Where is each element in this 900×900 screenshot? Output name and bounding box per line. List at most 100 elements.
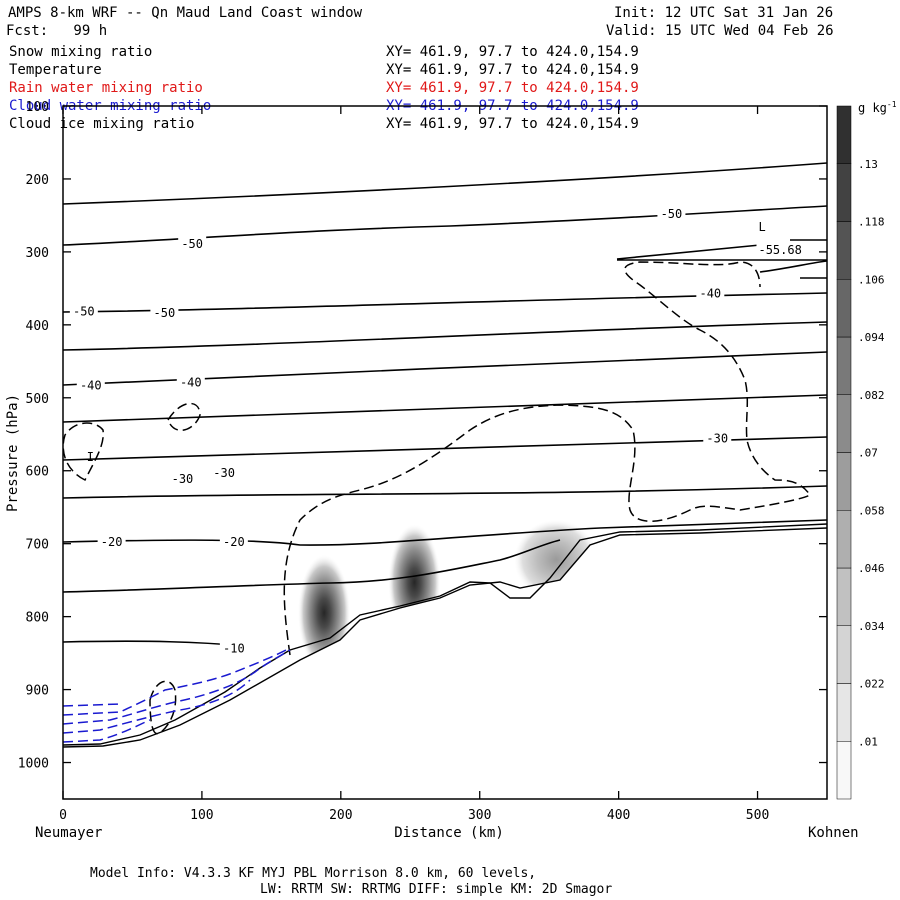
temperature-contour-label: -40 bbox=[80, 378, 102, 392]
contour-label-bg bbox=[219, 640, 248, 655]
contour-labels: -50 -50 -50 -50 -40 -40 -40 -30 -30 -30 -20 -20 -10 L… bbox=[69, 205, 805, 656]
x-start-label: Neumayer bbox=[35, 825, 102, 841]
colorbar-tick-label: .07 bbox=[858, 447, 878, 460]
model-info-line2: LW: RRTM SW: RRTMG DIFF: simple KM: 2D S… bbox=[260, 882, 612, 897]
x-tick-label: 100 bbox=[190, 808, 213, 823]
isotherm-line bbox=[63, 351, 827, 386]
y-tick-label: 100 bbox=[26, 100, 49, 115]
isotherm-line bbox=[63, 162, 827, 205]
temperature-contours bbox=[63, 162, 827, 647]
colorbar-swatch bbox=[836, 105, 852, 164]
forecast-hour: Fcst: 99 h bbox=[6, 23, 108, 39]
colorbar-unit: g kg-1 bbox=[858, 100, 897, 115]
model-info-line1: Model Info: V4.3.3 KF MYJ PBL Morrison 8… bbox=[90, 866, 536, 881]
cloud-water-contours bbox=[63, 647, 291, 743]
isotherm-line bbox=[63, 321, 827, 351]
colorbar: g kg-1 .01 .022 .034 .046 .058 .07 .082 .094 .10… bbox=[836, 100, 897, 800]
colorbar-tick-label: .118 bbox=[858, 216, 885, 229]
x-tick-label: 300 bbox=[468, 808, 491, 823]
contour-label-bg bbox=[210, 464, 239, 479]
low-marker: L bbox=[758, 220, 765, 234]
contour-label-bg bbox=[76, 377, 105, 392]
temperature-contour-label: -50 bbox=[73, 305, 95, 319]
y-tick-label: 1000 bbox=[18, 757, 49, 772]
contour-label-bg bbox=[657, 205, 686, 220]
field-name-cloud-ice: Cloud ice mixing ratio bbox=[9, 116, 195, 132]
temperature-contour-label: -50 bbox=[661, 207, 683, 221]
cloud-ice-contours bbox=[63, 261, 812, 735]
temperature-contour-label: -50 bbox=[181, 237, 203, 251]
x-end-label: Kohnen bbox=[808, 825, 859, 841]
y-tick-label: 700 bbox=[26, 538, 49, 553]
isotherm-line bbox=[63, 394, 827, 423]
colorbar-swatch bbox=[836, 510, 852, 569]
cloud-ice-marker: I bbox=[87, 450, 94, 464]
temperature-contour-label: -30 bbox=[213, 466, 235, 480]
colorbar-swatch bbox=[836, 394, 852, 453]
y-tick-label: 600 bbox=[26, 465, 49, 480]
colorbar-tick-label: .022 bbox=[858, 678, 885, 691]
field-xy-temperature: XY= 461.9, 97.7 to 424.0,154.9 bbox=[386, 62, 639, 78]
temperature-contour-label: -40 bbox=[180, 375, 202, 389]
y-tick-label: 800 bbox=[26, 611, 49, 626]
valid-time: Valid: 15 UTC Wed 04 Feb 26 bbox=[606, 23, 834, 39]
temperature-contour-label: -40 bbox=[699, 286, 721, 300]
temperature-contour-label: -30 bbox=[172, 472, 194, 486]
isotherm-line bbox=[63, 640, 246, 647]
low-value: -55.68 bbox=[758, 243, 801, 257]
y-tick-label: 200 bbox=[26, 173, 49, 188]
isotherm-line bbox=[63, 205, 827, 246]
contour-label-bg bbox=[150, 305, 179, 320]
y-tick-label: 900 bbox=[26, 684, 49, 699]
temperature-contour-label: -30 bbox=[706, 432, 728, 446]
colorbar-swatch bbox=[836, 741, 852, 800]
colorbar-swatch bbox=[836, 336, 852, 395]
colorbar-swatch bbox=[836, 567, 852, 626]
contour-label-bg bbox=[219, 534, 248, 549]
field-name-temperature: Temperature bbox=[9, 62, 102, 78]
colorbar-tick-label: .106 bbox=[858, 273, 885, 286]
y-tick-label: 400 bbox=[26, 319, 49, 334]
colorbar-tick-label: .01 bbox=[858, 735, 878, 748]
contour-label-bg bbox=[97, 534, 126, 549]
field-xy-snow: XY= 461.9, 97.7 to 424.0,154.9 bbox=[386, 44, 639, 60]
temperature-contour-label: -20 bbox=[101, 535, 123, 549]
x-axis-title: Distance (km) bbox=[394, 825, 504, 841]
isotherm-line bbox=[63, 485, 827, 499]
x-tick-label: 200 bbox=[329, 808, 352, 823]
colorbar-swatch bbox=[836, 163, 852, 222]
colorbar-tick-label: .034 bbox=[858, 620, 885, 633]
y-tick-label: 500 bbox=[26, 392, 49, 407]
isotherm-line bbox=[616, 244, 827, 273]
isotherm-line bbox=[63, 292, 827, 313]
x-tick-label: 0 bbox=[59, 808, 67, 823]
y-tick-label: 300 bbox=[26, 246, 49, 261]
field-name-snow: Snow mixing ratio bbox=[9, 44, 153, 60]
colorbar-swatch bbox=[836, 279, 852, 338]
colorbar-swatch bbox=[836, 221, 852, 280]
low-value-bg bbox=[756, 242, 805, 257]
field-name-rain: Rain water mixing ratio bbox=[9, 80, 203, 96]
temperature-contour-label: -20 bbox=[223, 535, 245, 549]
contour-label-bg bbox=[178, 235, 207, 250]
axes: 0 100 200 300 400 500 100 200 300 400 500 600 700 800… bbox=[18, 100, 827, 823]
isotherm-line bbox=[63, 519, 827, 546]
contour-label-bg bbox=[703, 430, 732, 445]
contour-label-bg bbox=[176, 374, 205, 389]
temperature-contour-label: -10 bbox=[223, 642, 245, 656]
y-axis-title: Pressure (hPa) bbox=[5, 394, 21, 512]
colorbar-swatch bbox=[836, 683, 852, 742]
isotherm-line bbox=[63, 539, 561, 593]
colorbar-swatch bbox=[836, 625, 852, 684]
x-tick-label: 400 bbox=[607, 808, 630, 823]
colorbar-tick-label: .094 bbox=[858, 331, 885, 344]
field-xy-rain: XY= 461.9, 97.7 to 424.0,154.9 bbox=[386, 80, 639, 96]
contour-label-bg bbox=[69, 303, 98, 318]
isotherm-line bbox=[790, 239, 827, 279]
init-time: Init: 12 UTC Sat 31 Jan 26 bbox=[614, 5, 834, 21]
contour-label-bg bbox=[696, 285, 725, 300]
colorbar-tick-label: .046 bbox=[858, 562, 885, 575]
colorbar-tick-label: .13 bbox=[858, 158, 878, 171]
plot-frame bbox=[62, 105, 828, 800]
